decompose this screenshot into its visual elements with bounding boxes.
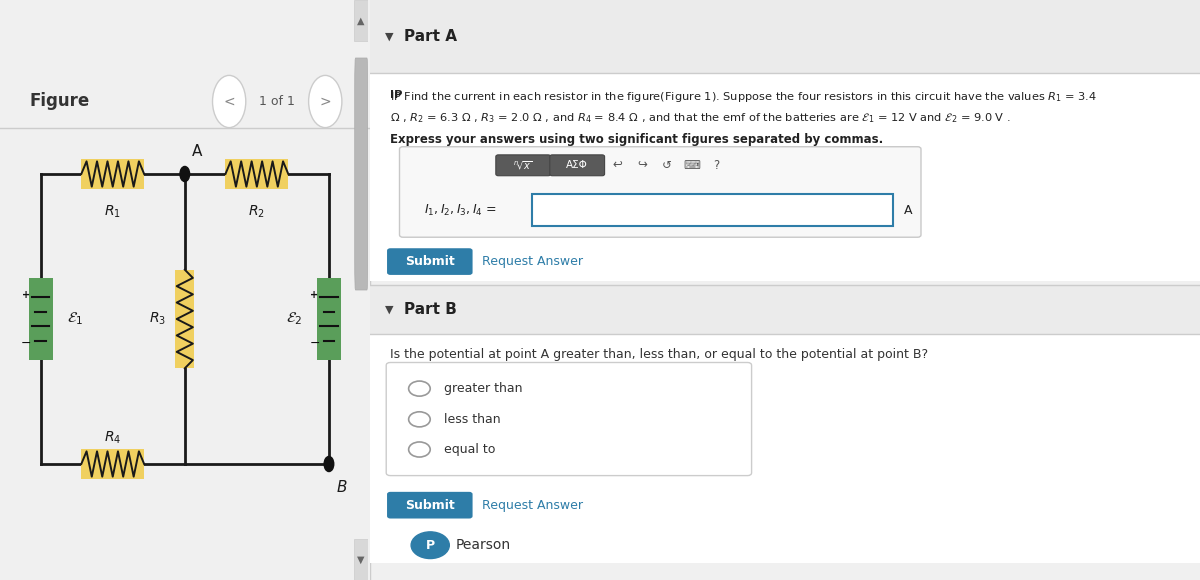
FancyBboxPatch shape [532, 194, 893, 226]
Text: A: A [192, 144, 203, 160]
Text: Request Answer: Request Answer [481, 499, 583, 512]
Text: ▼: ▼ [384, 31, 394, 42]
FancyBboxPatch shape [354, 539, 368, 580]
Text: $\mathcal{E}_2$: $\mathcal{E}_2$ [286, 311, 302, 327]
Text: <: < [223, 95, 235, 108]
Text: Request Answer: Request Answer [481, 255, 583, 268]
Text: Is the potential at point A greater than, less than, or equal to the potential a: Is the potential at point A greater than… [390, 348, 929, 361]
Text: 1 of 1: 1 of 1 [259, 95, 295, 108]
Circle shape [409, 412, 431, 427]
FancyBboxPatch shape [355, 58, 367, 290]
Text: $R_4$: $R_4$ [104, 430, 121, 446]
FancyBboxPatch shape [370, 285, 1200, 334]
Text: $^n\!\sqrt{x}$: $^n\!\sqrt{x}$ [514, 159, 533, 172]
FancyBboxPatch shape [388, 248, 473, 275]
Text: A: A [904, 204, 912, 217]
FancyBboxPatch shape [496, 155, 551, 176]
Text: less than: less than [444, 413, 500, 426]
Text: $\Omega$ , $R_2$ = 6.3 $\Omega$ , $R_3$ = 2.0 $\Omega$ , and $R_4$ = 8.4 $\Omega: $\Omega$ , $R_2$ = 6.3 $\Omega$ , $R_3$ … [390, 111, 1012, 125]
FancyBboxPatch shape [370, 334, 1200, 563]
Text: IP: IP [390, 90, 403, 100]
FancyBboxPatch shape [388, 492, 473, 519]
Circle shape [308, 75, 342, 128]
FancyBboxPatch shape [550, 155, 605, 176]
FancyBboxPatch shape [82, 449, 144, 479]
Text: $R_2$: $R_2$ [248, 204, 265, 220]
FancyBboxPatch shape [82, 159, 144, 189]
Text: ↪: ↪ [637, 159, 647, 172]
Text: Express your answers using two significant figures separated by commas.: Express your answers using two significa… [390, 133, 883, 146]
FancyBboxPatch shape [226, 159, 288, 189]
Text: ▼: ▼ [358, 554, 365, 565]
Text: $\mathit{B}$: $\mathit{B}$ [336, 478, 347, 495]
Circle shape [412, 532, 449, 559]
Text: Submit: Submit [404, 255, 455, 268]
Text: P: P [426, 539, 434, 552]
Circle shape [409, 442, 431, 457]
Circle shape [324, 456, 334, 472]
FancyBboxPatch shape [175, 270, 194, 368]
Circle shape [180, 166, 190, 182]
Text: ↺: ↺ [662, 159, 672, 172]
Text: ?: ? [714, 159, 720, 172]
Text: +: + [311, 289, 318, 300]
Text: IP Find the current in each resistor in the figure(Figure 1). Suppose the four r: IP Find the current in each resistor in … [390, 90, 1098, 104]
Text: −: − [310, 337, 319, 350]
Circle shape [409, 381, 431, 396]
FancyBboxPatch shape [370, 0, 1200, 72]
Text: >: > [319, 95, 331, 108]
Text: equal to: equal to [444, 443, 496, 456]
Text: ↩: ↩ [612, 159, 622, 172]
Text: $R_1$: $R_1$ [104, 204, 121, 220]
Text: Pearson: Pearson [455, 538, 510, 552]
Text: −: − [20, 337, 31, 350]
FancyBboxPatch shape [400, 147, 920, 237]
FancyBboxPatch shape [386, 362, 751, 476]
Text: Part A: Part A [404, 29, 457, 44]
Text: ⌨: ⌨ [683, 159, 701, 172]
Text: Part B: Part B [404, 302, 457, 317]
Circle shape [212, 75, 246, 128]
FancyBboxPatch shape [29, 278, 53, 360]
Text: Figure: Figure [30, 92, 90, 111]
Text: +: + [22, 289, 30, 300]
Text: AΣΦ: AΣΦ [566, 160, 588, 171]
Text: $\mathcal{E}_1$: $\mathcal{E}_1$ [67, 311, 84, 327]
Text: $I_1, I_2, I_3, I_4$ =: $I_1, I_2, I_3, I_4$ = [424, 203, 497, 218]
FancyBboxPatch shape [354, 0, 368, 41]
FancyBboxPatch shape [370, 72, 1200, 281]
Text: ▼: ▼ [384, 304, 394, 314]
Text: Submit: Submit [404, 499, 455, 512]
FancyBboxPatch shape [317, 278, 341, 360]
Text: $R_3$: $R_3$ [149, 311, 166, 327]
Text: greater than: greater than [444, 382, 523, 395]
Text: ▲: ▲ [358, 15, 365, 26]
